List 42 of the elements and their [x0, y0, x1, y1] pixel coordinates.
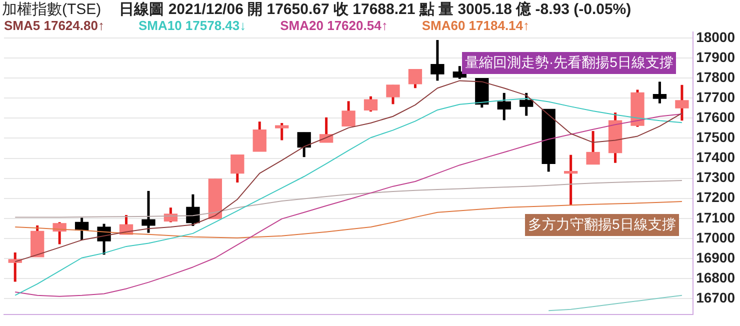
candlestick	[186, 193, 200, 228]
candlestick	[430, 38, 444, 82]
candlestick	[564, 154, 578, 206]
candlestick	[142, 190, 156, 234]
annotation: 多方力守翻揚5日線支撐	[525, 214, 679, 236]
candlestick	[342, 100, 356, 128]
y-tick-label: 17100	[696, 209, 736, 226]
chart-subtitle: 日線圖 2021/12/06 開 17650.67 收 17688.21 點 量 3005.18 億 -8.93 (-0.05%)	[119, 0, 632, 19]
candlestick	[520, 92, 534, 118]
text: SMA20 17620.54↑	[280, 18, 388, 33]
candlestick	[675, 84, 689, 122]
candlestick	[52, 220, 66, 246]
text: SMA60 17184.14↑	[422, 18, 530, 33]
candlestick	[275, 122, 289, 142]
text: SMA10 17578.43↓	[138, 18, 246, 33]
y-tick-label: 17000	[696, 229, 736, 246]
candlestick	[586, 130, 600, 166]
y-tick-label: 17700	[696, 89, 736, 105]
y-tick-label: 16700	[696, 289, 736, 306]
candlestick	[386, 84, 400, 106]
candlestick	[652, 80, 667, 105]
y-tick-label: 17600	[696, 109, 736, 126]
candlestick	[230, 154, 244, 184]
y-tick-label: 17900	[696, 48, 736, 65]
y-tick-label: 17800	[696, 68, 736, 85]
chart-title: 加權指數(TSE)	[2, 0, 102, 19]
candlestick	[364, 95, 378, 113]
candlestick	[297, 131, 311, 158]
candlestick	[408, 68, 422, 90]
y-tick-label: 17400	[696, 149, 736, 166]
candlestick	[252, 120, 266, 153]
y-tick-label: 16900	[696, 249, 736, 266]
y-tick-label: 16800	[696, 269, 736, 286]
candlestick	[319, 116, 334, 144]
y-tick-label: 17300	[696, 169, 736, 186]
y-tick-label: 17200	[696, 189, 736, 206]
y-tick-label: 18000	[696, 28, 736, 45]
annotation: 量縮回測走勢·先看翻揚5日線支撐	[462, 52, 676, 74]
candlestick	[8, 251, 22, 283]
text: SMA5 17624.80↑	[4, 18, 104, 33]
y-tick-label: 17500	[696, 129, 736, 146]
candlestick	[497, 92, 511, 122]
